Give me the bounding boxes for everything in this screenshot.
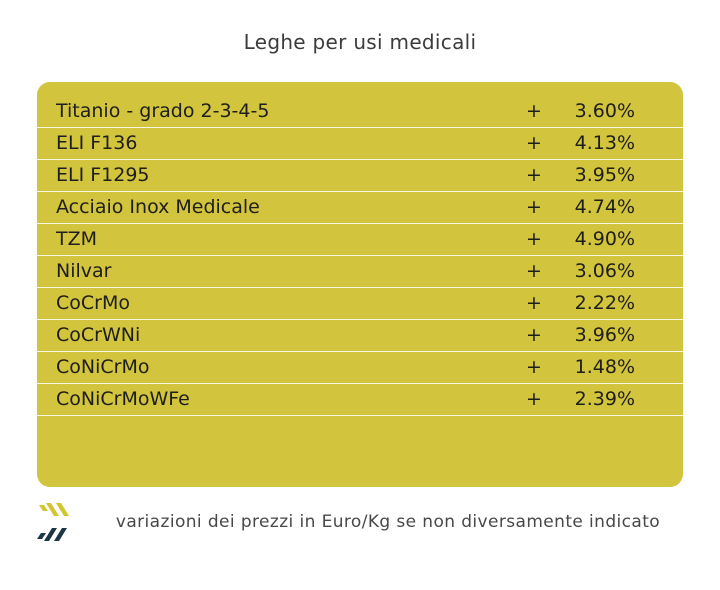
change-sign: + — [526, 324, 542, 346]
medical-alloys-infographic: Leghe per usi medicali Titanio - grado 2… — [0, 30, 720, 590]
alloy-name: Nilvar — [56, 260, 112, 282]
brand-logo-icon — [36, 502, 70, 542]
table-row: ELI F136 + 4.13% — [37, 128, 683, 160]
change-sign: + — [526, 228, 542, 250]
table-row: ELI F1295 + 3.95% — [37, 160, 683, 192]
alloy-name: CoCrWNi — [56, 324, 141, 346]
change-value: 3.06% — [574, 260, 635, 282]
change-sign: + — [526, 196, 542, 218]
alloy-name: ELI F136 — [56, 132, 138, 154]
alloy-name: Acciaio Inox Medicale — [56, 196, 260, 218]
table-row: Nilvar + 3.06% — [37, 256, 683, 288]
change-value: 4.13% — [574, 132, 635, 154]
change-sign: + — [526, 292, 542, 314]
change-value: 3.95% — [574, 164, 635, 186]
change-sign: + — [526, 100, 542, 122]
change-value: 3.60% — [574, 100, 635, 122]
price-table-card: Titanio - grado 2-3-4-5 + 3.60% ELI F136… — [37, 82, 683, 487]
table-row: Titanio - grado 2-3-4-5 + 3.60% — [37, 96, 683, 128]
change-value: 4.90% — [574, 228, 635, 250]
table-row: CoCrMo + 2.22% — [37, 288, 683, 320]
table-row: CoNiCrMo + 1.48% — [37, 352, 683, 384]
change-sign: + — [526, 260, 542, 282]
table-row: CoNiCrMoWFe + 2.39% — [37, 384, 683, 416]
change-value: 2.39% — [574, 388, 635, 410]
alloy-name: CoNiCrMo — [56, 356, 150, 378]
alloy-name: TZM — [56, 228, 98, 250]
table-row: TZM + 4.90% — [37, 224, 683, 256]
change-value: 3.96% — [574, 324, 635, 346]
change-value: 2.22% — [574, 292, 635, 314]
change-sign: + — [526, 164, 542, 186]
table-row: Acciaio Inox Medicale + 4.74% — [37, 192, 683, 224]
footer: variazioni dei prezzi in Euro/Kg se non … — [36, 502, 720, 542]
change-sign: + — [526, 132, 542, 154]
change-value: 4.74% — [574, 196, 635, 218]
change-value: 1.48% — [574, 356, 635, 378]
alloy-name: Titanio - grado 2-3-4-5 — [56, 100, 270, 122]
alloy-name: CoNiCrMoWFe — [56, 388, 190, 410]
price-table-rows: Titanio - grado 2-3-4-5 + 3.60% ELI F136… — [37, 96, 683, 416]
change-sign: + — [526, 388, 542, 410]
alloy-name: ELI F1295 — [56, 164, 150, 186]
change-sign: + — [526, 356, 542, 378]
footer-note: variazioni dei prezzi in Euro/Kg se non … — [115, 512, 661, 532]
alloy-name: CoCrMo — [56, 292, 130, 314]
table-row: CoCrWNi + 3.96% — [37, 320, 683, 352]
page-title: Leghe per usi medicali — [243, 30, 477, 54]
